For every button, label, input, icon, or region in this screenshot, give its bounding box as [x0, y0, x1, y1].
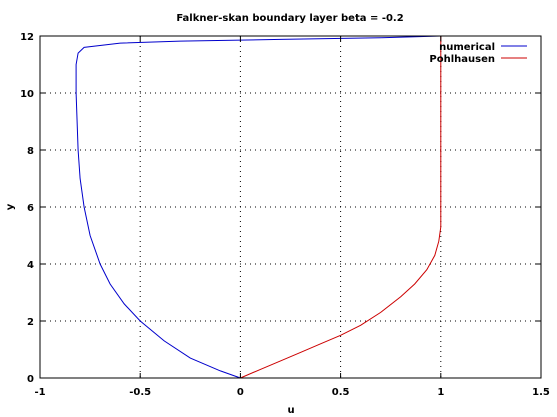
grid [40, 36, 541, 378]
y-tick-label: 10 [20, 89, 34, 100]
legend-label: Pohlhausen [429, 54, 495, 65]
y-tick-label: 8 [27, 146, 34, 157]
x-tick-label: -0.5 [129, 387, 151, 398]
y-tick-label: 4 [27, 260, 34, 271]
series-line-pohlhausen [240, 36, 442, 379]
y-tick-label: 12 [20, 32, 34, 43]
y-tick-label: 2 [27, 317, 34, 328]
series-line-numerical [75, 35, 441, 379]
chart-title: Falkner-skan boundary layer beta = -0.2 [176, 13, 403, 24]
series-group [75, 35, 442, 379]
x-tick-label: 1 [437, 387, 444, 398]
x-tick-label: 0 [237, 387, 244, 398]
x-tick-label: 1.5 [532, 387, 550, 398]
x-tick-label: 0.5 [332, 387, 350, 398]
y-tick-label: 6 [27, 203, 34, 214]
x-axis-label: u [287, 405, 294, 416]
ticks: -1 -0.5 0 0.5 1 1.5 0 2 4 6 8 10 12 [20, 32, 550, 398]
x-tick-label: -1 [34, 387, 45, 398]
legend-label: numerical [439, 42, 495, 53]
y-tick-label: 0 [27, 374, 34, 385]
y-axis-label: y [5, 203, 16, 210]
